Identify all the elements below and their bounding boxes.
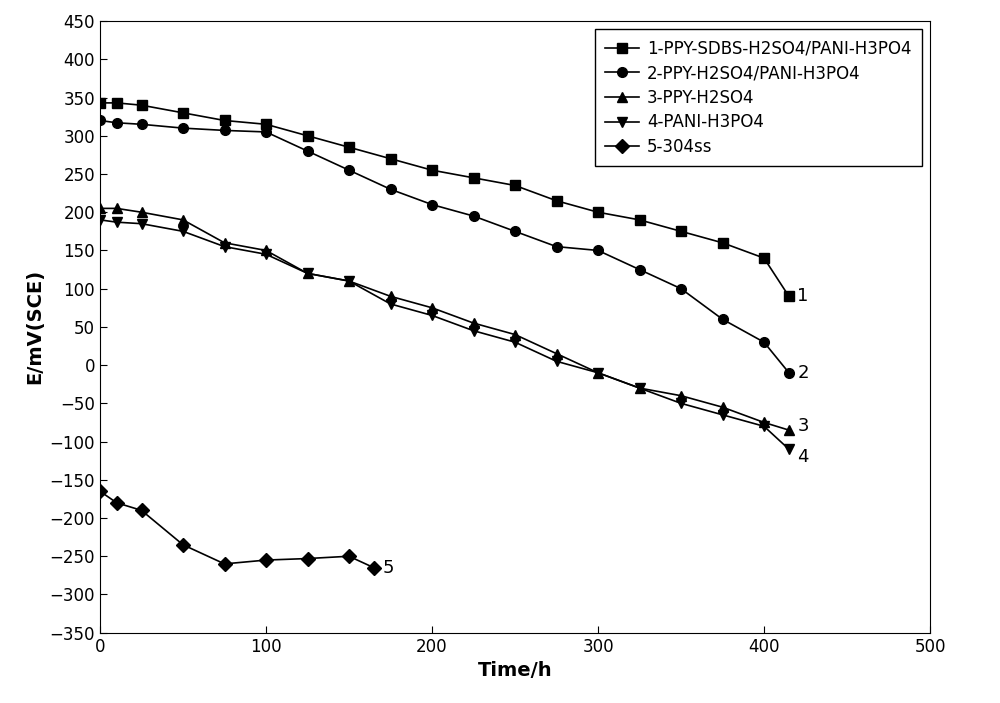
1-PPY-SDBS-H2SO4/PANI-H3PO4: [111, 98, 123, 107]
1-PPY-SDBS-H2SO4/PANI-H3PO4: [783, 292, 795, 301]
2-PPY-H2SO4/PANI-H3PO4: [716, 315, 728, 323]
Text: 2: 2: [797, 363, 809, 382]
3-PPY-H2SO4: [384, 292, 396, 301]
4-PANI-H3PO4: [94, 216, 106, 224]
1-PPY-SDBS-H2SO4/PANI-H3PO4: [218, 116, 230, 124]
1-PPY-SDBS-H2SO4/PANI-H3PO4: [384, 155, 396, 163]
2-PPY-H2SO4/PANI-H3PO4: [468, 212, 480, 220]
2-PPY-H2SO4/PANI-H3PO4: [218, 127, 230, 135]
Text: 5: 5: [382, 559, 394, 576]
5-304ss: [111, 498, 123, 507]
1-PPY-SDBS-H2SO4/PANI-H3PO4: [94, 98, 106, 107]
2-PPY-H2SO4/PANI-H3PO4: [302, 147, 314, 155]
4-PANI-H3PO4: [426, 311, 438, 320]
2-PPY-H2SO4/PANI-H3PO4: [260, 128, 272, 136]
3-PPY-H2SO4: [343, 277, 355, 285]
2-PPY-H2SO4/PANI-H3PO4: [509, 227, 521, 236]
X-axis label: Time/h: Time/h: [478, 661, 552, 680]
2-PPY-H2SO4/PANI-H3PO4: [343, 166, 355, 174]
3-PPY-H2SO4: [716, 403, 728, 411]
4-PANI-H3PO4: [550, 357, 562, 366]
5-304ss: [260, 556, 272, 565]
Text: 1: 1: [797, 288, 809, 305]
1-PPY-SDBS-H2SO4/PANI-H3PO4: [136, 101, 148, 110]
4-PANI-H3PO4: [716, 411, 728, 419]
3-PPY-H2SO4: [426, 304, 438, 312]
1-PPY-SDBS-H2SO4/PANI-H3PO4: [468, 174, 480, 182]
4-PANI-H3PO4: [509, 338, 521, 347]
3-PPY-H2SO4: [758, 418, 770, 427]
1-PPY-SDBS-H2SO4/PANI-H3PO4: [675, 227, 687, 236]
3-PPY-H2SO4: [783, 426, 795, 434]
Text: 3: 3: [797, 418, 809, 435]
5-304ss: [177, 541, 189, 549]
2-PPY-H2SO4/PANI-H3PO4: [426, 200, 438, 209]
1-PPY-SDBS-H2SO4/PANI-H3PO4: [177, 108, 189, 117]
3-PPY-H2SO4: [94, 204, 106, 212]
5-304ss: [218, 560, 230, 568]
4-PANI-H3PO4: [758, 422, 770, 430]
1-PPY-SDBS-H2SO4/PANI-H3PO4: [550, 197, 562, 205]
3-PPY-H2SO4: [136, 208, 148, 217]
2-PPY-H2SO4/PANI-H3PO4: [675, 285, 687, 293]
3-PPY-H2SO4: [302, 269, 314, 278]
1-PPY-SDBS-H2SO4/PANI-H3PO4: [592, 208, 604, 217]
4-PANI-H3PO4: [343, 277, 355, 285]
1-PPY-SDBS-H2SO4/PANI-H3PO4: [343, 143, 355, 151]
4-PANI-H3PO4: [260, 250, 272, 259]
1-PPY-SDBS-H2SO4/PANI-H3PO4: [302, 131, 314, 140]
2-PPY-H2SO4/PANI-H3PO4: [177, 124, 189, 132]
2-PPY-H2SO4/PANI-H3PO4: [136, 120, 148, 129]
3-PPY-H2SO4: [675, 392, 687, 400]
Y-axis label: E/mV(SCE): E/mV(SCE): [25, 269, 44, 385]
Line: 3-PPY-H2SO4: 3-PPY-H2SO4: [95, 204, 794, 435]
2-PPY-H2SO4/PANI-H3PO4: [111, 119, 123, 127]
4-PANI-H3PO4: [468, 326, 480, 335]
1-PPY-SDBS-H2SO4/PANI-H3PO4: [509, 181, 521, 190]
5-304ss: [343, 552, 355, 560]
1-PPY-SDBS-H2SO4/PANI-H3PO4: [426, 166, 438, 174]
3-PPY-H2SO4: [260, 246, 272, 254]
2-PPY-H2SO4/PANI-H3PO4: [634, 265, 646, 273]
3-PPY-H2SO4: [111, 204, 123, 212]
4-PANI-H3PO4: [218, 243, 230, 251]
Line: 1-PPY-SDBS-H2SO4/PANI-H3PO4: 1-PPY-SDBS-H2SO4/PANI-H3PO4: [95, 98, 794, 301]
3-PPY-H2SO4: [509, 330, 521, 339]
2-PPY-H2SO4/PANI-H3PO4: [384, 185, 396, 193]
2-PPY-H2SO4/PANI-H3PO4: [592, 246, 604, 254]
1-PPY-SDBS-H2SO4/PANI-H3PO4: [634, 216, 646, 224]
Legend: 1-PPY-SDBS-H2SO4/PANI-H3PO4, 2-PPY-H2SO4/PANI-H3PO4, 3-PPY-H2SO4, 4-PANI-H3PO4, : 1-PPY-SDBS-H2SO4/PANI-H3PO4, 2-PPY-H2SO4…: [595, 30, 922, 166]
Line: 2-PPY-H2SO4/PANI-H3PO4: 2-PPY-H2SO4/PANI-H3PO4: [95, 115, 794, 378]
4-PANI-H3PO4: [111, 218, 123, 226]
3-PPY-H2SO4: [218, 238, 230, 247]
4-PANI-H3PO4: [302, 269, 314, 278]
4-PANI-H3PO4: [592, 368, 604, 377]
5-304ss: [136, 506, 148, 515]
Line: 4-PANI-H3PO4: 4-PANI-H3PO4: [95, 215, 794, 454]
2-PPY-H2SO4/PANI-H3PO4: [550, 243, 562, 251]
1-PPY-SDBS-H2SO4/PANI-H3PO4: [716, 238, 728, 247]
5-304ss: [368, 564, 380, 572]
3-PPY-H2SO4: [550, 349, 562, 358]
3-PPY-H2SO4: [592, 368, 604, 377]
1-PPY-SDBS-H2SO4/PANI-H3PO4: [758, 254, 770, 262]
4-PANI-H3PO4: [384, 299, 396, 308]
4-PANI-H3PO4: [634, 384, 646, 392]
4-PANI-H3PO4: [177, 227, 189, 236]
Line: 5-304ss: 5-304ss: [95, 486, 379, 572]
4-PANI-H3PO4: [783, 445, 795, 453]
2-PPY-H2SO4/PANI-H3PO4: [758, 338, 770, 347]
Text: 4: 4: [797, 448, 809, 466]
3-PPY-H2SO4: [634, 384, 646, 392]
4-PANI-H3PO4: [675, 399, 687, 408]
3-PPY-H2SO4: [177, 216, 189, 224]
2-PPY-H2SO4/PANI-H3PO4: [94, 116, 106, 124]
2-PPY-H2SO4/PANI-H3PO4: [783, 368, 795, 377]
3-PPY-H2SO4: [468, 319, 480, 328]
5-304ss: [94, 487, 106, 496]
5-304ss: [302, 555, 314, 563]
1-PPY-SDBS-H2SO4/PANI-H3PO4: [260, 120, 272, 129]
4-PANI-H3PO4: [136, 219, 148, 228]
